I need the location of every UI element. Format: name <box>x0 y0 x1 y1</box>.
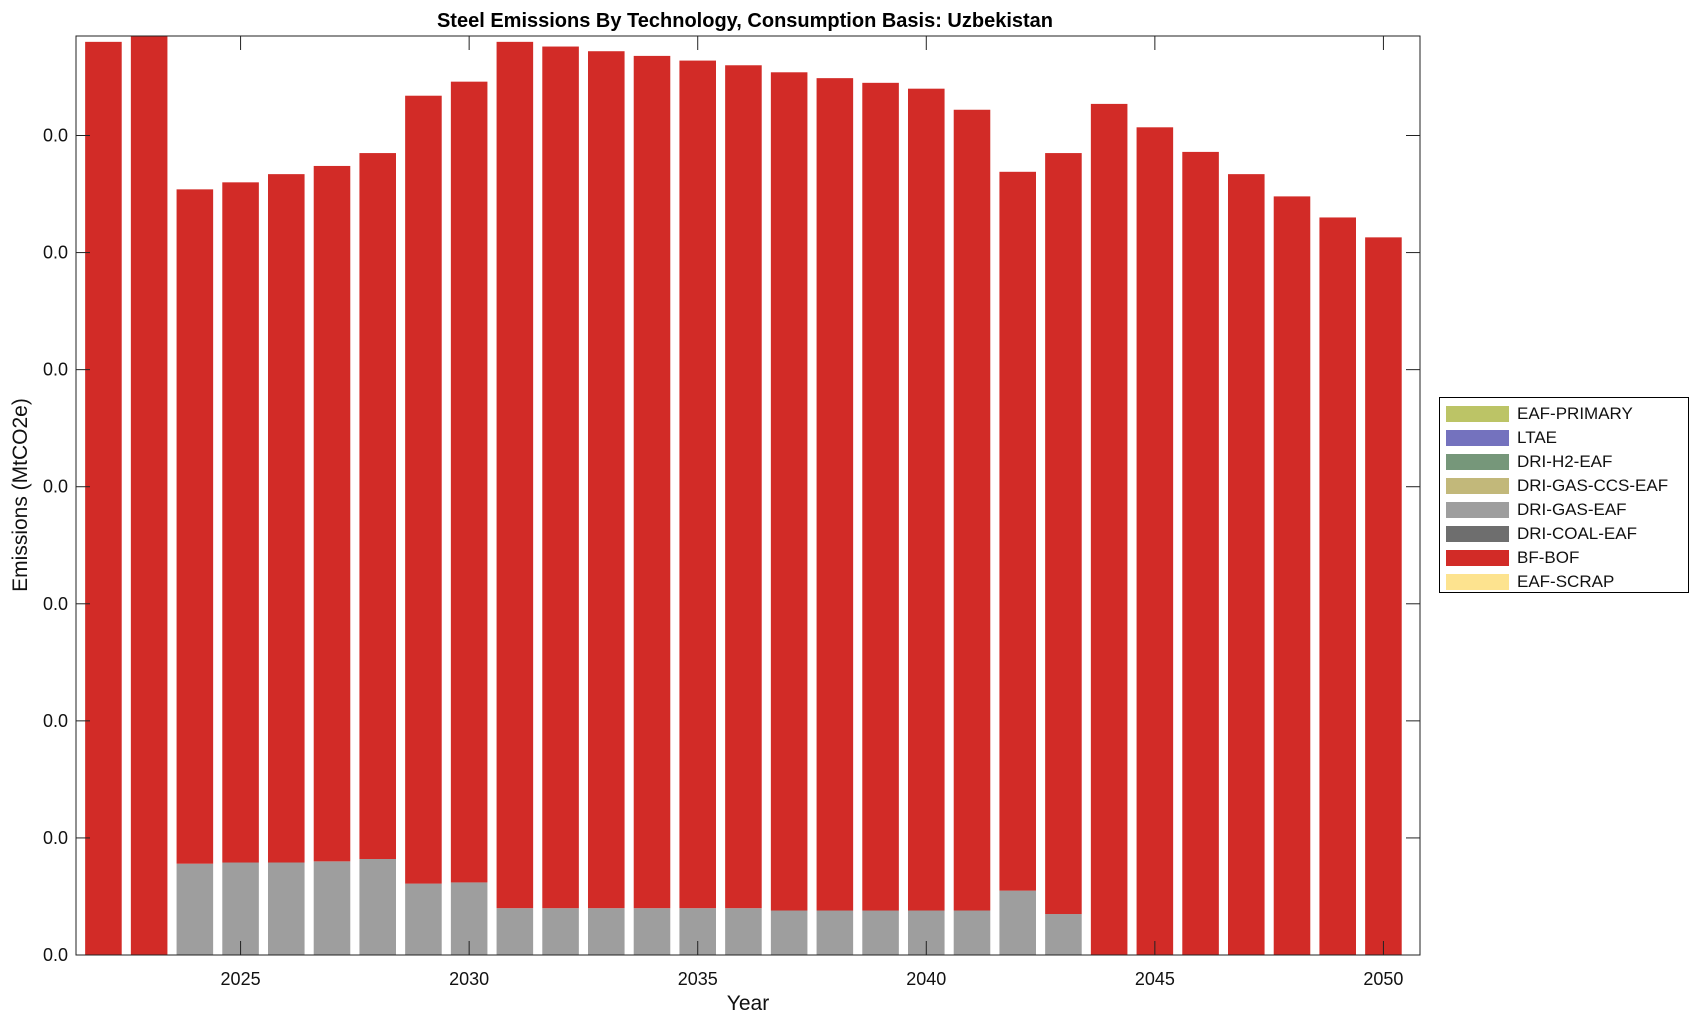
bar-bf-bof-2045 <box>1136 127 1174 955</box>
x-tick-label: 2040 <box>906 969 946 989</box>
legend-label: EAF-SCRAP <box>1517 572 1615 591</box>
bar-dri-gas-eaf-2028 <box>359 859 396 955</box>
bar-bf-bof-2034 <box>633 55 671 909</box>
bar-bf-bof-2025 <box>222 182 259 863</box>
legend-swatch <box>1446 454 1509 470</box>
bar-bf-bof-2024 <box>176 189 214 864</box>
bar-bf-bof-2046 <box>1182 151 1219 955</box>
plot-area-frame <box>75 35 1421 956</box>
legend-label: DRI-GAS-CCS-EAF <box>1517 476 1669 495</box>
x-tick-label: 2050 <box>1363 969 1403 989</box>
chart-title: Steel Emissions By Technology, Consumpti… <box>437 10 1053 32</box>
bar-dri-gas-eaf-2038 <box>816 910 854 955</box>
bar-dri-gas-eaf-2025 <box>222 862 259 955</box>
legend-swatch <box>1446 406 1509 422</box>
legend-label: LTAE <box>1517 428 1557 447</box>
bar-bf-bof-2043 <box>1045 153 1082 915</box>
y-tick-label: 0.0 <box>43 477 68 497</box>
bar-dri-gas-eaf-2033 <box>588 908 625 955</box>
x-tick-label: 2025 <box>221 969 261 989</box>
bar-dri-gas-eaf-2034 <box>633 908 671 955</box>
bars-group <box>85 36 1402 956</box>
bar-bf-bof-2032 <box>542 46 579 909</box>
bar-dri-gas-eaf-2037 <box>770 910 808 955</box>
legend-swatch <box>1446 430 1509 446</box>
bar-bf-bof-2028 <box>359 153 396 859</box>
legend-item-dri-h2-eaf: DRI-H2-EAF <box>1440 450 1688 474</box>
legend-item-dri-coal-eaf: DRI-COAL-EAF <box>1440 522 1688 546</box>
bar-bf-bof-2040 <box>908 88 945 911</box>
y-tick-label: 0.0 <box>43 126 68 146</box>
bar-dri-gas-eaf-2042 <box>999 890 1036 955</box>
bar-bf-bof-2030 <box>450 81 488 883</box>
legend-item-bf-bof: BF-BOF <box>1440 546 1688 570</box>
bar-bf-bof-2038 <box>816 78 854 911</box>
bar-dri-gas-eaf-2041 <box>953 910 991 955</box>
bar-bf-bof-2023 <box>130 36 168 955</box>
bar-dri-gas-eaf-2043 <box>1045 914 1082 955</box>
bar-bf-bof-2033 <box>588 51 625 909</box>
x-tick-label: 2045 <box>1135 969 1175 989</box>
bar-bf-bof-2039 <box>862 82 899 911</box>
y-tick-label: 0.0 <box>43 828 68 848</box>
legend-label: EAF-PRIMARY <box>1517 404 1633 423</box>
bar-bf-bof-2027 <box>313 165 351 862</box>
bar-bf-bof-2042 <box>999 171 1036 891</box>
bar-bf-bof-2031 <box>496 41 534 909</box>
bar-bf-bof-2035 <box>679 60 716 909</box>
bar-dri-gas-eaf-2029 <box>405 883 442 955</box>
legend-swatch <box>1446 574 1509 590</box>
bar-bf-bof-2048 <box>1273 196 1311 955</box>
bar-bf-bof-2049 <box>1319 217 1356 955</box>
bar-bf-bof-2044 <box>1090 103 1128 955</box>
bar-bf-bof-2037 <box>770 72 808 911</box>
bar-dri-gas-eaf-2031 <box>496 908 534 955</box>
bar-dri-gas-eaf-2039 <box>862 910 899 955</box>
bar-dri-gas-eaf-2036 <box>725 908 762 955</box>
bar-bf-bof-2022 <box>85 41 122 956</box>
y-tick-label: 0.0 <box>43 360 68 380</box>
legend-swatch <box>1446 550 1509 566</box>
legend: EAF-PRIMARY LTAE DRI-H2-EAF DRI-GAS-CCS-EAF… <box>1439 397 1689 593</box>
bar-dri-gas-eaf-2026 <box>268 862 305 955</box>
bar-dri-gas-eaf-2027 <box>313 861 351 955</box>
legend-swatch <box>1446 526 1509 542</box>
bar-bf-bof-2026 <box>268 174 305 863</box>
bar-bf-bof-2041 <box>953 109 991 911</box>
x-tick-label: 2035 <box>678 969 718 989</box>
legend-label: DRI-H2-EAF <box>1517 452 1613 471</box>
y-tick-label: 0.0 <box>43 243 68 263</box>
bar-bf-bof-2029 <box>405 95 442 884</box>
bar-bf-bof-2050 <box>1365 237 1402 956</box>
x-axis-label: Year <box>727 992 769 1015</box>
y-axis: 0.0 0.0 0.0 0.0 0.0 0.0 0.0 0.0 <box>43 126 1420 965</box>
bar-bf-bof-2047 <box>1228 174 1265 955</box>
legend-item-eaf-primary: EAF-PRIMARY <box>1440 402 1688 426</box>
legend-label: DRI-GAS-EAF <box>1517 500 1627 519</box>
y-tick-label: 0.0 <box>43 945 68 965</box>
legend-item-eaf-scrap: EAF-SCRAP <box>1440 570 1688 594</box>
y-axis-label: Emissions (MtCO2e) <box>9 398 32 592</box>
legend-label: BF-BOF <box>1517 548 1580 567</box>
x-axis: 2025 2030 2035 2040 2045 2050 <box>221 36 1403 989</box>
legend-swatch <box>1446 478 1509 494</box>
bar-bf-bof-2036 <box>725 65 762 909</box>
x-tick-label: 2030 <box>449 969 489 989</box>
bar-dri-gas-eaf-2024 <box>176 863 214 955</box>
legend-label: DRI-COAL-EAF <box>1517 524 1637 543</box>
legend-item-dri-gas-eaf: DRI-GAS-EAF <box>1440 498 1688 522</box>
y-tick-label: 0.0 <box>43 711 68 731</box>
legend-swatch <box>1446 502 1509 518</box>
bar-dri-gas-eaf-2032 <box>542 908 579 955</box>
legend-item-ltae: LTAE <box>1440 426 1688 450</box>
y-tick-label: 0.0 <box>43 594 68 614</box>
legend-item-dri-gas-ccs-eaf: DRI-GAS-CCS-EAF <box>1440 474 1688 498</box>
